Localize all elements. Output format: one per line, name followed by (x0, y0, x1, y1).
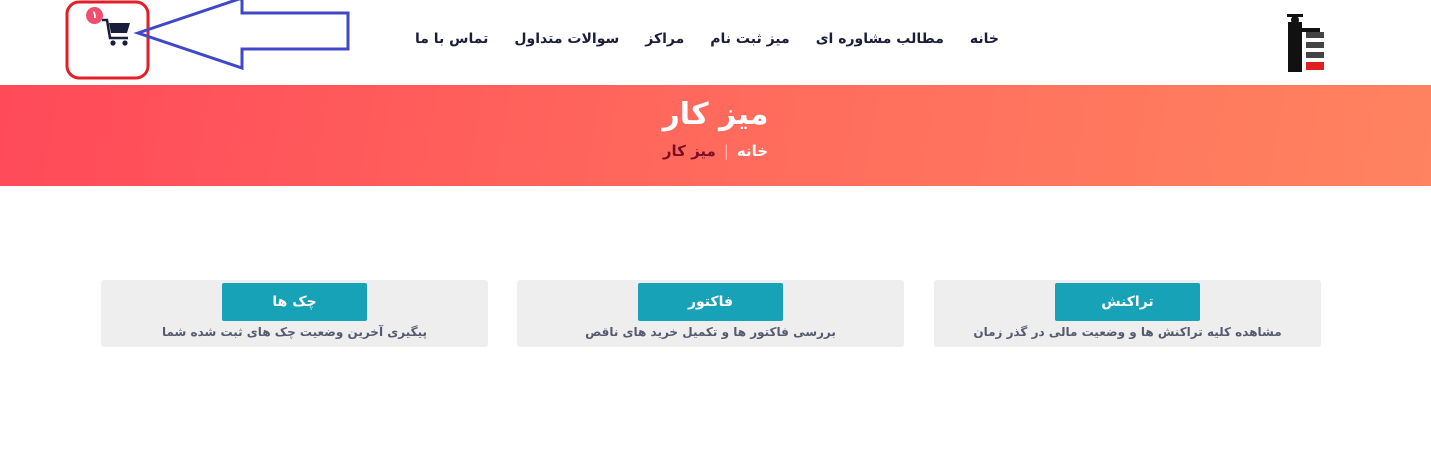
breadcrumb-current: میز کار (662, 142, 716, 160)
breadcrumb-home[interactable]: خانه (736, 142, 769, 160)
page-title: میز کار (662, 97, 769, 132)
breadcrumb-separator: | (723, 142, 729, 160)
page-banner: میز کار خانه | میز کار (0, 85, 1431, 186)
card-description: پیگیری آخرین وضعیت چک های ثبت شده شما (162, 325, 427, 339)
nav-contact[interactable]: تماس با ما (415, 31, 489, 47)
card-description: بررسی فاکتور ها و تکمیل خرید های ناقص (585, 325, 836, 339)
site-header: خانه مطالب مشاوره ای میز ثبت نام مراکز س… (0, 0, 1431, 85)
card-cheques: چک ها پیگیری آخرین وضعیت چک های ثبت شده … (101, 280, 488, 347)
nav-articles[interactable]: مطالب مشاوره ای (815, 31, 944, 47)
main-nav: خانه مطالب مشاوره ای میز ثبت نام مراکز س… (415, 31, 999, 47)
breadcrumb: خانه | میز کار (0, 142, 1431, 160)
invoices-button[interactable]: فاکتور (638, 283, 783, 321)
cart-count-badge: ۱ (86, 7, 103, 24)
nav-faq[interactable]: سوالات متداول (514, 31, 620, 47)
cart-icon[interactable] (100, 14, 134, 48)
cheques-button[interactable]: چک ها (222, 283, 367, 321)
card-transactions: تراکنش مشاهده کلیه تراکنش ها و وضعیت مال… (934, 280, 1321, 347)
nav-home[interactable]: خانه (969, 31, 999, 47)
nav-centers[interactable]: مراکز (645, 31, 685, 47)
card-description: مشاهده کلیه تراکنش ها و وضعیت مالی در گذ… (973, 325, 1282, 339)
site-logo[interactable] (1280, 12, 1336, 72)
transactions-button[interactable]: تراکنش (1055, 283, 1200, 321)
card-invoices: فاکتور بررسی فاکتور ها و تکمیل خرید های … (517, 280, 904, 347)
nav-registration[interactable]: میز ثبت نام (710, 31, 790, 47)
